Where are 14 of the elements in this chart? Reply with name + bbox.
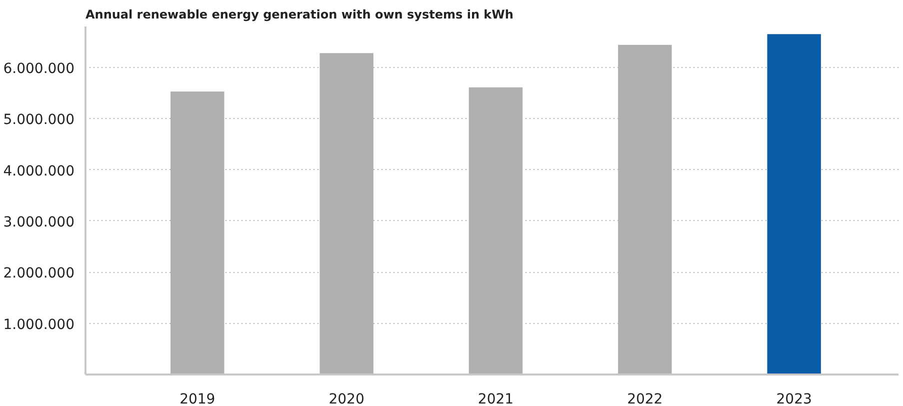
- x-tick-label: 2021: [478, 392, 514, 406]
- bar: [468, 87, 523, 374]
- chart-title: Annual renewable energy generation with own systems in kWh: [86, 8, 514, 22]
- x-tick-label: 2023: [776, 392, 812, 406]
- y-tick-label: 6.000.000: [3, 60, 75, 77]
- y-tick-label: 5.000.000: [3, 112, 75, 128]
- y-tick-label: 4.000.000: [3, 163, 75, 180]
- y-tick-label: 2.000.000: [3, 266, 75, 282]
- y-tick-label: 3.000.000: [3, 214, 75, 230]
- bar: [767, 34, 821, 374]
- y-tick-label: 1.000.000: [3, 316, 75, 333]
- x-tick-label: 2019: [180, 392, 216, 406]
- x-tick-label: 2022: [627, 392, 663, 406]
- x-tick-label: 2020: [328, 392, 364, 406]
